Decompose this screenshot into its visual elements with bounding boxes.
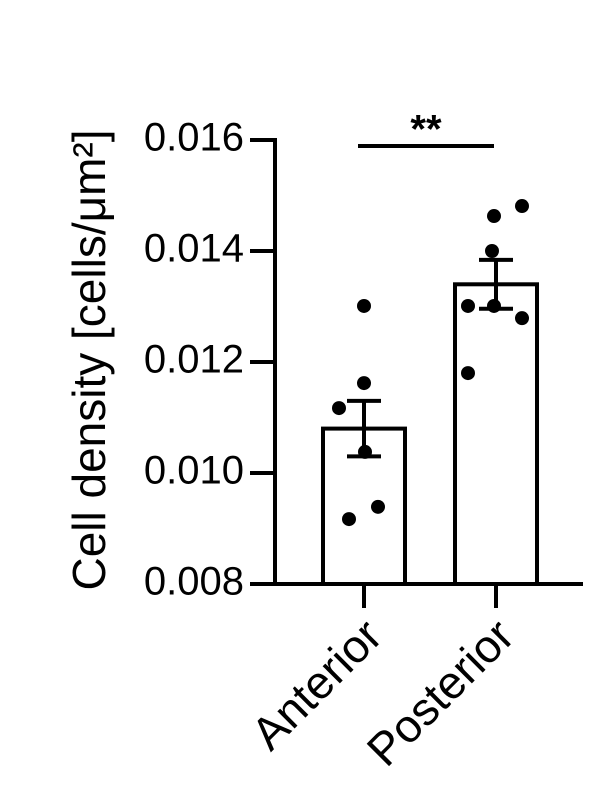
y-axis-label: Cell density [cells/μm²] — [63, 129, 115, 590]
data-point — [358, 444, 372, 459]
bar — [453, 282, 539, 586]
data-point — [487, 209, 501, 224]
data-point — [485, 244, 499, 258]
data-point — [487, 298, 501, 313]
y-tick-label: 0.014 — [144, 227, 244, 271]
data-point — [357, 376, 371, 391]
significance-label: ** — [410, 108, 442, 152]
y-tick-label: 0.010 — [144, 449, 244, 493]
data-point — [371, 499, 385, 514]
y-tick-label: 0.008 — [144, 560, 244, 604]
x-tick-label: Posterior — [357, 609, 524, 776]
y-tick-label: 0.016 — [144, 116, 244, 160]
data-point — [342, 512, 356, 527]
data-point — [515, 199, 529, 214]
data-point — [461, 366, 475, 381]
y-tick-label: 0.012 — [144, 338, 244, 382]
data-point — [461, 298, 475, 313]
data-point — [332, 401, 346, 416]
data-point — [357, 298, 371, 313]
data-point — [515, 311, 529, 326]
